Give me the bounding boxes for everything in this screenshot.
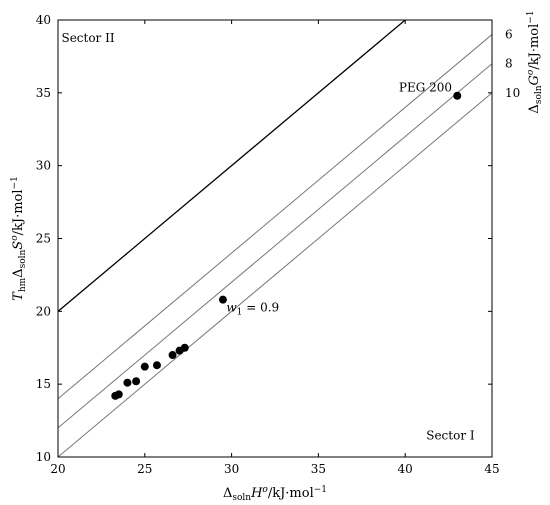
data-point [140, 362, 149, 371]
data-point [114, 390, 123, 399]
reference-line-3 [58, 92, 492, 457]
x-tick-label: 25 [137, 462, 152, 476]
reference-line-label-2: 8 [505, 57, 513, 71]
annotation-0: Sector II [61, 31, 114, 45]
reference-line-label-3: 10 [505, 86, 520, 100]
data-point [180, 343, 189, 352]
y-axis-ticks: 10 15 20 25 30 35 40 [36, 13, 492, 464]
annotation-2: PEG 200 [399, 80, 452, 94]
y-tick-label: 25 [36, 232, 51, 246]
reference-line-label-1: 6 [505, 28, 513, 42]
reference-lines [58, 20, 492, 457]
y-axis-label: ThmΔsolnSo/kJ·mol−1 [10, 176, 28, 301]
annotations: Sector II Sector I PEG 200 w1 = 0.9 [61, 31, 474, 443]
y-tick-label: 35 [36, 86, 51, 100]
x-axis-label: ΔsolnHo/kJ·mol−1 [223, 485, 327, 503]
mass-fraction-annotation: w1 = 0.9 [226, 300, 279, 317]
data-point [123, 378, 132, 387]
data-point [168, 351, 177, 360]
reference-line-1 [58, 34, 492, 400]
data-points [111, 91, 462, 400]
x-tick-label: 45 [484, 462, 499, 476]
y-tick-label: 15 [36, 377, 51, 391]
y-tick-label: 40 [36, 13, 51, 27]
reference-line-2 [58, 63, 492, 429]
annotation-1: Sector I [426, 429, 475, 443]
reference-line-labels: 6 8 10 [505, 28, 520, 100]
x-tick-label: 20 [50, 462, 65, 476]
right-axis-label: ΔsolnGo/kJ·mol−1 [526, 10, 544, 113]
axis-labels: ΔsolnHo/kJ·mol−1 ThmΔsolnSo/kJ·mol−1 Δsoln… [10, 10, 544, 503]
x-tick-label: 30 [224, 462, 239, 476]
x-tick-label: 35 [311, 462, 326, 476]
reference-line-0 [58, 20, 407, 312]
data-point [218, 295, 227, 304]
data-point [132, 377, 141, 386]
x-axis-ticks: 20 25 30 35 40 45 [50, 20, 500, 476]
data-point [152, 361, 161, 370]
y-tick-label: 30 [36, 159, 51, 173]
data-point [453, 91, 462, 100]
y-tick-label: 10 [36, 450, 51, 464]
y-tick-label: 20 [36, 304, 51, 318]
x-tick-label: 40 [398, 462, 413, 476]
